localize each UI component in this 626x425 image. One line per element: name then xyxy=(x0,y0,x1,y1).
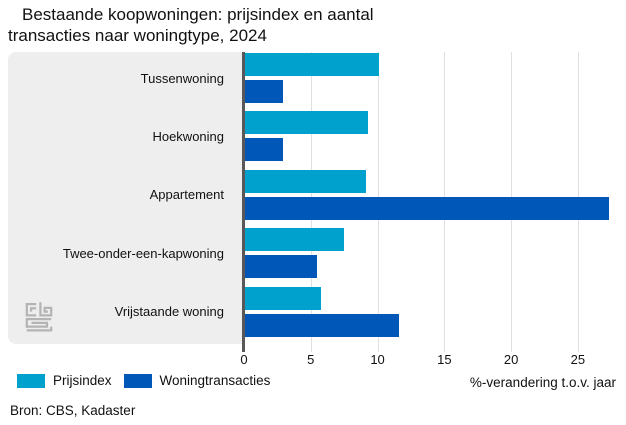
x-tick-label: 5 xyxy=(307,352,315,367)
bar-woningtransacties-3 xyxy=(244,196,609,220)
legend: Prijsindex Woningtransacties xyxy=(17,373,270,388)
bar-woningtransacties-1 xyxy=(244,80,283,103)
bar-prijsindex-3 xyxy=(244,169,366,193)
category-label: Tussenwoning xyxy=(140,70,224,86)
legend-label: Prijsindex xyxy=(53,373,112,388)
x-axis-label: %-verandering t.o.v. jaar xyxy=(469,375,616,390)
category-label: Appartement xyxy=(149,187,224,203)
category-label: Hoekwoning xyxy=(152,128,224,144)
x-tick-label: 0 xyxy=(240,352,248,367)
y-axis-line xyxy=(242,52,245,352)
legend-swatch xyxy=(17,373,45,388)
source-note: Bron: CBS, Kadaster xyxy=(10,403,136,418)
category-label: Vrijstaande woning xyxy=(114,304,224,320)
x-tick-label: 15 xyxy=(437,352,452,367)
category-panel xyxy=(8,52,244,344)
bar-prijsindex-5 xyxy=(244,286,322,310)
category-label: Twee-onder-een-kapwoning xyxy=(62,245,224,261)
cbs-logo xyxy=(25,302,53,332)
bar-prijsindex-2 xyxy=(244,111,369,135)
legend-swatch xyxy=(123,373,152,388)
x-tick-label: 20 xyxy=(503,352,519,367)
legend-label: Woningtransacties xyxy=(159,373,271,388)
chart-title: Bestaande koopwoningen: prijsindex en aa… xyxy=(8,5,374,45)
bar-woningtransacties-4 xyxy=(244,255,318,279)
legend-item-woningtransacties[interactable]: Woningtransacties xyxy=(123,373,271,388)
x-tick-label: 10 xyxy=(370,352,385,367)
legend-item-prijsindex[interactable]: Prijsindex xyxy=(17,373,112,388)
x-tick-label: 25 xyxy=(570,352,586,367)
bar-prijsindex-1 xyxy=(244,53,379,76)
bar-woningtransacties-5 xyxy=(244,313,399,337)
bar-woningtransacties-2 xyxy=(244,138,283,162)
plot-area xyxy=(244,52,626,352)
bar-prijsindex-4 xyxy=(244,228,345,252)
